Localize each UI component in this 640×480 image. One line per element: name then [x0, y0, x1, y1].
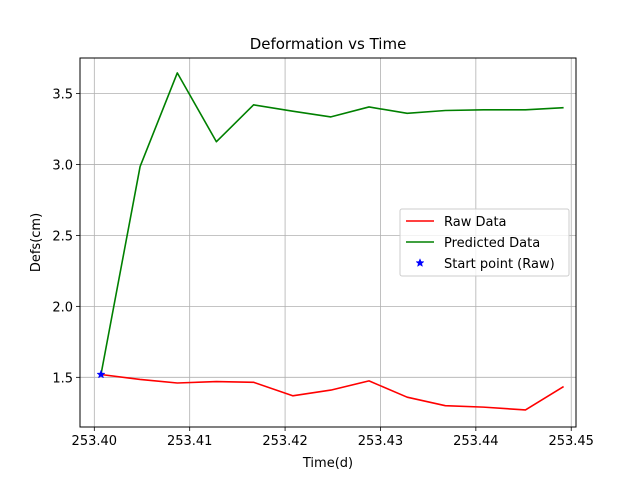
- legend: Raw Data Predicted Data Start point (Raw): [399, 208, 570, 277]
- legend-label: Raw Data: [444, 215, 507, 230]
- y-tick-label: 3.0: [52, 158, 73, 173]
- series-line-predicted-data: [100, 72, 564, 375]
- x-tick-label: 253.45: [548, 434, 594, 449]
- x-axis-label: Time(d): [302, 456, 353, 471]
- y-tick-label: 3.5: [52, 87, 73, 102]
- series-line-raw-data: [100, 373, 565, 411]
- x-tick-label: 253.44: [453, 434, 499, 449]
- legend-label: Predicted Data: [444, 236, 540, 251]
- legend-box: [399, 208, 570, 277]
- x-tick-label: 253.43: [358, 434, 404, 449]
- y-tick-label: 1.5: [52, 371, 73, 386]
- plot-frame: [79, 57, 577, 428]
- x-tick-label: 253.40: [72, 434, 118, 449]
- data-point-start-point-raw: [96, 369, 106, 379]
- grid-layer: [80, 58, 576, 427]
- x-tick-label: 253.42: [262, 434, 308, 449]
- legend-swatch: [415, 258, 425, 267]
- series-layer: [96, 72, 565, 411]
- chart-title: Deformation vs Time: [250, 35, 407, 53]
- y-tick-label: 2.0: [52, 300, 73, 315]
- y-tick-label: 2.5: [52, 229, 73, 244]
- legend-label: Start point (Raw): [444, 257, 555, 272]
- tick-layer: 253.40 253.41 253.42 253.43 253.44 253.45 1.5 2…: [52, 87, 594, 449]
- y-axis-label: Defs(cm): [29, 213, 44, 272]
- x-tick-label: 253.41: [167, 434, 213, 449]
